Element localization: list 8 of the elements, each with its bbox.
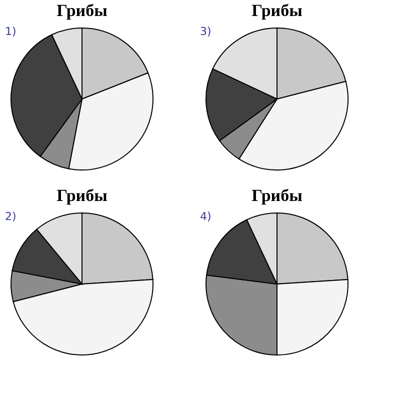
chart-title: Грибы: [252, 186, 302, 205]
text: 2): [5, 210, 16, 223]
chart-title: Грибы: [252, 1, 302, 20]
text: 4): [200, 210, 212, 223]
text: 1): [5, 25, 16, 38]
text: 3): [200, 25, 212, 38]
chart-title: Грибы: [56, 186, 108, 205]
chart-title: Грибы: [56, 1, 108, 20]
